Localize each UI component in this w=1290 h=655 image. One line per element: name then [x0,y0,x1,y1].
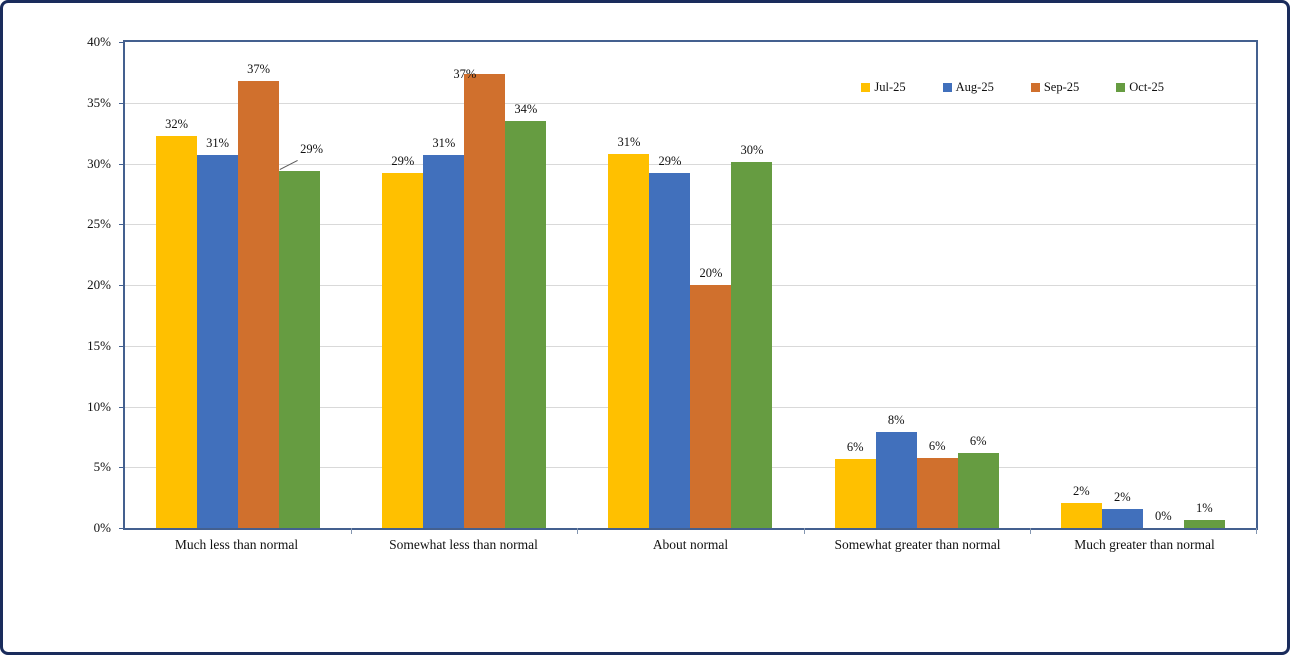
bar-data-label: 37% [453,66,477,81]
x-tick-mark-4 [1029,528,1031,534]
bar-oct-25-group2: 34% [505,102,547,528]
bar-jul-25-group3: 31% [608,135,650,528]
bar-data-label: 32% [165,116,189,131]
category-label-3: About normal [652,537,729,552]
bar-sep-25-group2: 37% [453,67,506,528]
bar-data-label: 6% [969,433,987,448]
bar-data-label: 37% [247,61,271,76]
bar-data-label: 0% [1155,509,1172,523]
y-tick-label-30: 30% [87,155,111,171]
bar-sep-25-group1: 37% [238,62,280,528]
category-label-5: Much greater than normal [1074,537,1215,552]
bar-oct-25-group1: 29% [279,142,323,528]
bar-group-1: 32% 31% 37% 29% [125,42,351,528]
y-tick-label-15: 15% [87,337,111,353]
bar-data-label: 31% [617,134,641,149]
bar-aug-25-group2: 31% [423,136,465,528]
y-tick-mark-25 [119,224,125,226]
y-tick-label-20: 20% [87,277,111,292]
bar-oct-25-group5: 1% [1183,501,1225,528]
y-tick-label-0: 0% [93,520,111,535]
x-axis-category-labels: Much less than normal Somewhat less than … [123,537,1258,553]
bar-aug-25-group5: 2% [1101,490,1143,528]
legend-label: Sep-25 [1043,80,1080,94]
bar-data-label: 30% [740,143,764,158]
bar-data-label: 29% [391,154,415,169]
bar-sep-25-group4: 6% [916,439,958,528]
bar-aug-25-group4: 8% [875,413,917,528]
gridline-35 [125,102,1256,104]
bar-data-label: 20% [699,266,723,280]
bar-data-label: 1% [1196,500,1213,515]
bar-aug-25-group3: 29% [649,154,691,528]
bar-aug-25-group1: 31% [197,136,239,528]
bar-group-4: 6% 8% 6% 6% [804,42,1030,528]
bar-data-label: 31% [432,136,456,150]
legend-swatch-icon [942,83,952,92]
gridline-25 [125,224,1256,226]
category-label-1: Much less than normal [174,537,299,552]
bar-data-label: 2% [1114,489,1131,504]
bar-oct-25-group3: 30% [731,143,773,528]
legend-label: Oct-25 [1129,80,1164,94]
legend: Jul-25 Aug-25 Sep-25 Oct-25 [861,80,1164,95]
bar-data-label: 6% [846,439,864,454]
bar-jul-25-group5: 2% [1060,484,1102,528]
bar-data-label: 29% [658,154,682,169]
y-tick-mark-10 [119,406,125,408]
legend-item-oct-25: Oct-25 [1116,80,1164,95]
y-tick-mark-20 [119,285,125,286]
legend-item-jul-25: Jul-25 [861,80,906,95]
bar-data-label: 6% [928,438,946,453]
bar-sep-25-group3: 20% [690,266,732,528]
x-tick-mark-3 [803,528,805,534]
y-tick-label-10: 10% [87,398,111,414]
bar-data-label: 29% [300,141,324,156]
x-tick-mark-5 [1256,528,1257,534]
bar-group-5: 2% 2% 0% 1% [1030,42,1256,528]
legend-item-aug-25: Aug-25 [942,80,994,95]
gridline-30 [125,163,1256,165]
y-tick-mark-5 [119,467,125,469]
y-tick-label-25: 25% [87,216,111,232]
plot-area: 0% 5% 10% 15% 20% 25% 30% 35% 40% 32% 31% 37% 29% 29… [87,34,1258,535]
y-tick-mark-15 [119,345,125,347]
bar-jul-25-group4: 6% [834,440,876,528]
bar-oct-25-group4: 6% [957,434,999,528]
y-tick-mark-40 [119,42,125,43]
x-tick-mark-1 [351,528,353,534]
legend-swatch-icon [1116,83,1126,92]
bar-group-3: 31% 29% 20% 30% [577,42,803,528]
bar-group-2: 29% 31% 37% 34% [351,42,577,528]
bar-data-label: 31% [206,136,230,150]
legend-swatch-icon [861,83,871,92]
y-tick-label-5: 5% [93,459,111,475]
y-tick-mark-35 [119,102,125,104]
bar-groups: 32% 31% 37% 29% 29% 31% 37% 34% 31% 29% 20% 30% 6% 8%… [125,42,1256,528]
bar-jul-25-group2: 29% [382,154,424,528]
legend-item-sep-25: Sep-25 [1030,80,1080,95]
category-label-4: Somewhat greater than normal [834,537,1001,552]
category-label-2: Somewhat less than normal [389,537,538,552]
y-tick-label-35: 35% [87,94,111,110]
bar-data-label: 8% [887,413,905,428]
bar-data-label: 34% [514,101,538,116]
legend-label: Jul-25 [874,80,906,94]
y-tick-mark-0 [119,528,125,529]
legend-swatch-icon [1030,83,1040,92]
bar-jul-25-group1: 32% [156,117,198,528]
label-leader-line [279,159,298,170]
legend-label: Aug-25 [955,80,994,94]
x-tick-mark-2 [577,528,579,534]
bar-data-label: 2% [1073,483,1090,498]
y-tick-label-40: 40% [87,34,111,49]
y-tick-mark-30 [119,163,125,165]
